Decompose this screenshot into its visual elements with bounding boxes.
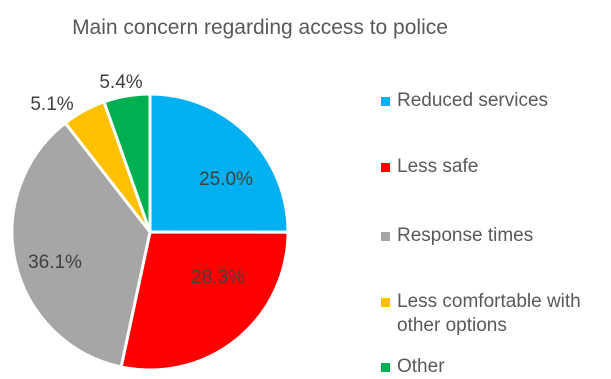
legend-item: Response times [381, 224, 611, 248]
legend-item: Reduced services [381, 89, 611, 113]
legend-label: Less safe [397, 156, 479, 177]
legend-item: Less comfortable with other options [381, 290, 611, 338]
legend-swatch [381, 363, 390, 372]
legend-label: Other [397, 356, 445, 377]
legend-label: Reduced services [397, 90, 549, 111]
pie-slice-less-safe [119, 230, 290, 372]
legend-label: Less comfortable with other options [397, 291, 581, 336]
chart-title: Main concern regarding access to police [72, 16, 448, 39]
data-label: 5.4% [99, 72, 142, 93]
legend-swatch [381, 298, 390, 307]
legend-swatch [381, 232, 390, 241]
legend-swatch [381, 163, 390, 172]
data-label: 25.0% [199, 169, 253, 190]
data-label: 36.1% [28, 252, 82, 273]
data-label: 28.3% [191, 267, 245, 288]
legend-item: Other [381, 355, 611, 379]
pie-slice-reduced-services [148, 92, 290, 234]
legend-swatch [381, 97, 390, 106]
legend-label: Response times [397, 225, 534, 246]
legend-item: Less safe [381, 155, 611, 179]
data-label: 5.1% [30, 94, 73, 115]
pie-slice-response-times [10, 121, 152, 369]
pie-slice-other [102, 92, 152, 234]
